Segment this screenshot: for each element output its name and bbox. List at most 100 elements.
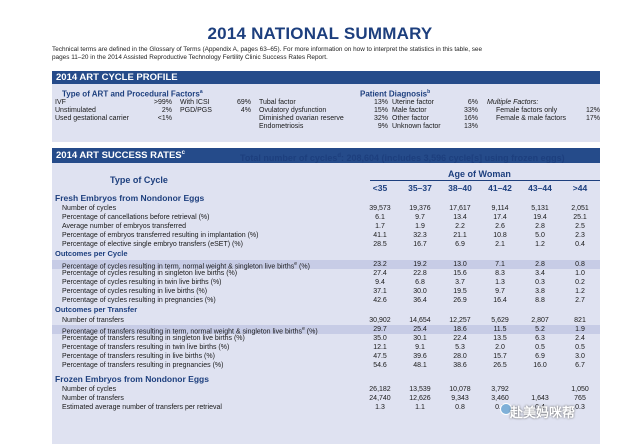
age-header-rule [370,180,600,181]
cell-value: 26.5 [493,362,507,369]
transfer-outcome-row: Percentage of transfers resulting in ter… [52,325,600,336]
row-label-text: Percentage of cancellations before retri… [62,214,210,221]
cell-value: 32.3 [413,232,427,239]
diagnosis-1-label: Ovulatory dysfunction [259,107,327,114]
row-label-text: Percentage of cycles resulting in twin l… [62,279,222,286]
transfer-outcome-row: Percentage of transfers resulting in sin… [52,334,600,343]
cell-value: 5.2 [535,326,545,333]
transfer-outcome-row: Percentage of transfers resulting in pre… [52,361,600,370]
age-column-header: <35 [372,183,388,193]
cell-value: 2.3 [575,232,585,239]
age-column-header: 35–37 [408,183,432,193]
cell-value: 6.7 [575,362,585,369]
cell-value: 2,807 [531,317,549,324]
cell-value: 23.2 [373,261,387,268]
row-label: Number of cycles [62,205,116,212]
art-type-label: IVF [55,99,66,106]
success-rates-panel [52,163,600,444]
intro-text: Technical terms are defined in the Gloss… [52,46,483,61]
row-label-text: Percentage of transfers resulting in pre… [62,362,224,369]
diagnosis-1-value: 13% [373,99,388,106]
cell-value: 3.0 [575,353,585,360]
multiple-factors-label: Multiple Factors: [487,99,539,106]
row-label: Percentage of cancellations before retri… [62,214,209,221]
cell-value: 6.9 [455,241,465,248]
cell-value: 17.4 [493,214,507,221]
frozen-row: Number of cycles 26,182 13,539 10,078 3,792 1… [52,385,600,394]
cell-value: 19.5 [453,288,467,295]
cell-value: 18.6 [453,326,467,333]
frozen-row: Number of transfers 24,740 12,626 9,343 3,46… [52,394,600,403]
art-type-2-value: 4% [240,107,251,114]
cell-value: 0.6 [482,404,518,411]
cell-value: 39.6 [413,353,427,360]
age-column-header: >44 [572,183,588,193]
success-rates-band: 2014 ART SUCCESS RATESc [52,148,600,163]
fresh-row: Average number of embryos transferred 1.7… [52,222,600,231]
row-label: Number of transfers [62,317,124,324]
outcomes-per-transfer-title: Outcomes per Transfer [55,305,138,314]
cell-value: 1.0 [575,270,585,277]
fresh-row: Percentage of cancellations before retri… [52,213,600,222]
cell-value: 821 [574,317,586,324]
row-label-text: Percentage of elective single embryo tra… [62,241,243,248]
cell-value: 10,078 [449,386,471,393]
age-column-header: 43–44 [528,183,552,193]
fresh-row: Percentage of embryos transferred result… [52,231,600,240]
row-label-text: Estimated average number of transfers pe… [62,404,222,411]
cell-value: 22.4 [453,335,467,342]
cell-value: 8.8 [535,297,545,304]
cell-value: 16.4 [493,297,507,304]
row-label-text: Percentage of cycles resulting in live b… [62,288,208,295]
row-label-text: Number of transfers [62,317,124,324]
cell-value: 15.7 [493,353,507,360]
cell-value: 13.4 [453,214,467,221]
row-label-text: Percentage of transfers resulting in ter… [62,328,303,336]
cell-value: 16.7 [413,241,427,248]
cell-value: 37.1 [373,288,387,295]
cell-value: 2.2 [455,223,465,230]
cell-value: 39,573 [369,205,391,212]
cell-value: 28.5 [373,241,387,248]
outcomes-per-cycle-title: Outcomes per Cycle [55,249,128,258]
page-title: 2014 NATIONAL SUMMARY [207,24,433,43]
cell-value: 3.4 [535,270,545,277]
age-column-header: 41–42 [488,183,512,193]
row-label-text: Number of cycles [62,205,117,212]
row-label-sup: e [302,326,305,332]
cell-value: 30,902 [369,317,391,324]
frozen-embryos-title: Frozen Embryos from Nondonor Eggs [55,374,209,384]
diagnosis-2-label: Uterine factor [392,99,435,106]
total-cycles-text: Total number of cyclesd: 208,604 (includ… [240,153,565,163]
cycle-outcome-row: Percentage of cycles resulting in single… [52,269,600,278]
cell-value: 48.1 [413,362,427,369]
cell-value: 1.7 [375,223,385,230]
cell-value: 9.4 [375,279,385,286]
cell-value: 19.2 [413,261,427,268]
cell-value: 1.2 [575,288,585,295]
cell-value: 2.7 [575,297,585,304]
diagnosis-2-value: 6% [467,99,478,106]
cell-value: 3,792 [491,386,509,393]
art-type-value: <1% [157,115,172,122]
cell-value: 1.1 [415,404,425,411]
cycle-profile-panel [52,84,600,142]
cell-value: 11.5 [493,326,507,333]
row-label: Percentage of transfers resulting in pre… [62,362,223,369]
cell-value: 2.5 [575,223,585,230]
cell-value: 13.5 [493,335,507,342]
diagnosis-1-value: 15% [373,107,388,114]
row-label-sup: e [294,261,298,267]
cell-value: 5.3 [455,344,465,351]
art-type-label: Unstimulated [55,107,96,114]
age-of-woman-header: Age of Woman [448,169,511,179]
cell-value: 25.4 [413,326,427,333]
cell-value: 12.1 [373,344,387,351]
art-type-label: Used gestational carrier [55,115,129,122]
transfer-outcome-row: Percentage of transfers resulting in twi… [52,343,600,352]
cell-value: 0.8 [455,404,465,411]
patient-diagnosis-header: Patient Diagnosisb [360,89,431,99]
cycle-outcome-row: Percentage of cycles resulting in pregna… [52,296,600,305]
diagnosis-1-label: Tubal factor [259,99,296,106]
cell-value: 0.5 [575,344,585,351]
